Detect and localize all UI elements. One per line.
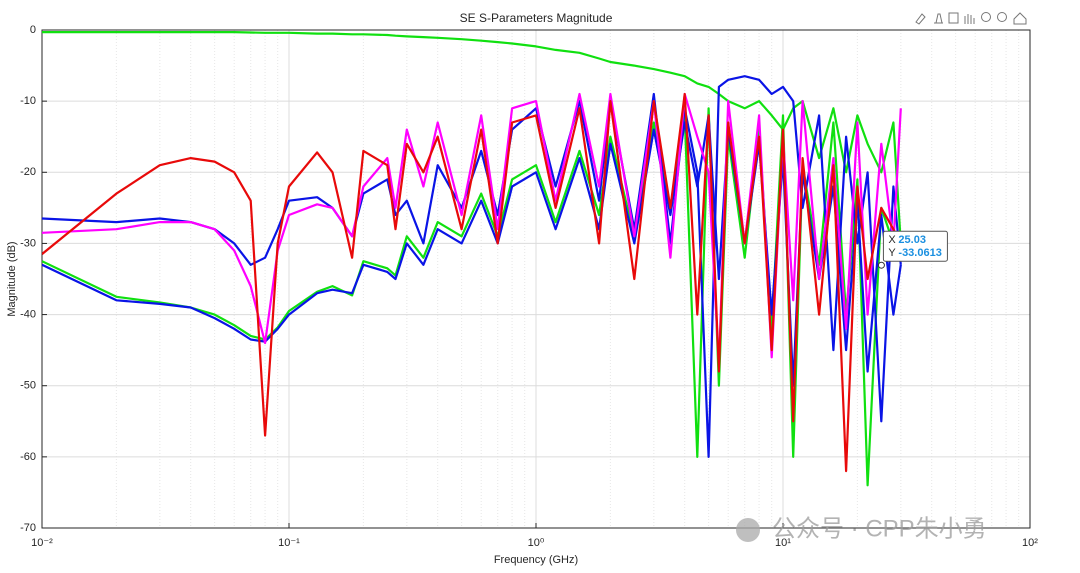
y-tick-label: -70 [20, 522, 36, 534]
y-tick-label: -30 [20, 237, 36, 249]
datatip-x-value: 25.03 [898, 234, 926, 246]
chart-title: SE S-Parameters Magnitude [460, 11, 613, 25]
x-tick-label: 10⁰ [528, 537, 545, 549]
watermark: 公众号 · CPP朱小勇 [772, 515, 987, 542]
y-tick-label: 0 [30, 24, 36, 36]
toolbar[interactable] [915, 12, 1027, 25]
x-tick-label: 10⁻² [31, 537, 53, 549]
x-tick-label: 10² [1022, 537, 1038, 549]
series-line [42, 92, 902, 473]
y-axis-label: Magnitude (dB) [6, 241, 18, 316]
y-tick-label: -60 [20, 451, 36, 463]
y-tick-label: -10 [20, 95, 36, 107]
y-tick-label: -20 [20, 166, 36, 178]
series-line [42, 92, 902, 366]
y-tick-label: -40 [20, 308, 36, 320]
toolbar-home[interactable] [1013, 12, 1027, 25]
toolbar-brush[interactable] [915, 13, 926, 25]
toolbar-datatip[interactable] [948, 12, 959, 24]
datatip-y-value: -33.0613 [898, 247, 941, 259]
y-tick-label: -50 [20, 380, 36, 392]
toolbar-zoom-out[interactable] [997, 12, 1007, 22]
datatip-box [882, 230, 948, 262]
watermark-group: 公众号 · CPP朱小勇 [736, 515, 987, 542]
datatip-x-label: X [888, 234, 896, 246]
toolbar-zoom-in[interactable] [981, 12, 991, 22]
x-tick-label: 10¹ [775, 537, 791, 549]
x-tick-label: 10⁻¹ [278, 537, 300, 549]
datatip-y-label: Y [888, 247, 896, 259]
datatip-marker [877, 261, 885, 269]
x-axis-label: Frequency (GHz) [494, 554, 578, 566]
watermark-icon [736, 518, 760, 542]
toolbar-export[interactable] [934, 13, 943, 24]
series-line [42, 31, 902, 244]
toolbar-pan[interactable] [964, 14, 975, 24]
plot-frame [41, 29, 1031, 529]
